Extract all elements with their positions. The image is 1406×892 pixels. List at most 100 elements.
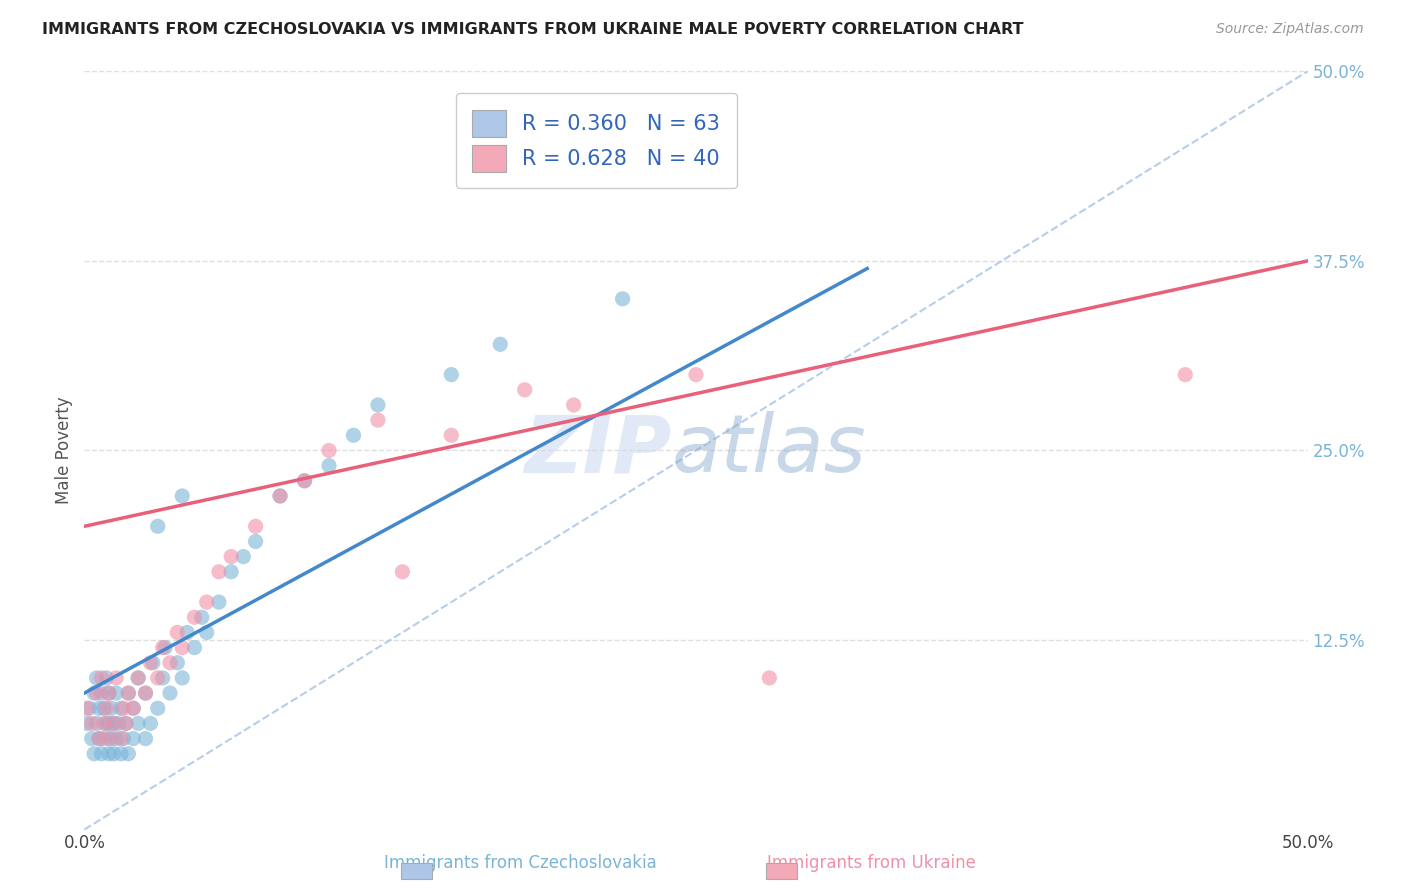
Point [86, 671, 108, 685]
Point [90, 747, 112, 761]
Point [100, 701, 122, 715]
Point [117, 686, 139, 700]
Point [440, 368, 463, 382]
Point [146, 671, 169, 685]
Point [122, 701, 145, 715]
Point [86, 716, 108, 731]
Point [103, 716, 125, 731]
Point [183, 640, 205, 655]
Point [87, 731, 110, 746]
Point [100, 731, 122, 746]
Point [122, 731, 145, 746]
Point [96, 671, 118, 685]
Point [117, 747, 139, 761]
Point [294, 474, 316, 488]
Point [191, 610, 214, 624]
Point [97, 686, 120, 700]
Point [159, 656, 181, 670]
Point [112, 701, 135, 715]
Point [127, 671, 149, 685]
Point [159, 686, 181, 700]
Text: ZIP: ZIP [524, 411, 672, 490]
Point [107, 716, 129, 731]
Point [117, 686, 139, 700]
Point [93, 731, 115, 746]
Point [219, 565, 242, 579]
Point [127, 716, 149, 731]
Point [166, 656, 188, 670]
Point [176, 625, 198, 640]
Point [208, 595, 231, 609]
Point [269, 489, 291, 503]
Point [172, 640, 194, 655]
Point [112, 731, 135, 746]
Point [195, 625, 218, 640]
Point [105, 671, 128, 685]
Point [96, 716, 118, 731]
Point [342, 428, 364, 442]
Point [685, 368, 707, 382]
Point [489, 337, 512, 351]
Point [135, 686, 157, 700]
Point [87, 731, 110, 746]
Point [513, 383, 536, 397]
Point [685, 155, 707, 169]
Point [139, 716, 162, 731]
Point [86, 686, 108, 700]
Point [97, 731, 120, 746]
Text: Source: ZipAtlas.com: Source: ZipAtlas.com [1216, 22, 1364, 37]
Point [110, 731, 132, 746]
Point [146, 519, 169, 533]
Point [76, 716, 98, 731]
Point [612, 292, 634, 306]
Point [245, 519, 267, 533]
Point [76, 701, 98, 715]
Point [758, 671, 780, 685]
Point [105, 686, 128, 700]
Point [83, 686, 105, 700]
Point [97, 716, 120, 731]
Point [232, 549, 254, 564]
Point [294, 474, 316, 488]
Legend: R = 0.360   N = 63, R = 0.628   N = 40: R = 0.360 N = 63, R = 0.628 N = 40 [456, 93, 737, 188]
Point [93, 701, 115, 715]
Text: atlas: atlas [672, 411, 866, 490]
Point [97, 686, 120, 700]
Point [97, 747, 120, 761]
Point [83, 747, 105, 761]
Point [153, 640, 176, 655]
Point [115, 716, 138, 731]
Point [139, 656, 162, 670]
Point [146, 701, 169, 715]
Point [172, 671, 194, 685]
Point [245, 534, 267, 549]
Point [77, 701, 100, 715]
Point [269, 489, 291, 503]
Point [367, 413, 389, 427]
Point [90, 686, 112, 700]
Point [219, 549, 242, 564]
Point [1174, 368, 1197, 382]
Point [135, 731, 157, 746]
Point [110, 701, 132, 715]
Point [96, 701, 118, 715]
Point [110, 747, 132, 761]
Point [166, 625, 188, 640]
Point [208, 565, 231, 579]
Point [142, 656, 165, 670]
Text: Immigrants from Ukraine: Immigrants from Ukraine [768, 855, 976, 872]
Point [103, 747, 125, 761]
Point [80, 716, 103, 731]
Point [87, 701, 110, 715]
Point [135, 686, 157, 700]
Point [318, 443, 340, 458]
Point [318, 458, 340, 473]
Point [103, 716, 125, 731]
Text: Immigrants from Czechoslovakia: Immigrants from Czechoslovakia [384, 855, 657, 872]
Y-axis label: Male Poverty: Male Poverty [55, 397, 73, 504]
Point [367, 398, 389, 412]
Point [93, 716, 115, 731]
Point [152, 671, 174, 685]
Point [152, 640, 174, 655]
Point [183, 610, 205, 624]
